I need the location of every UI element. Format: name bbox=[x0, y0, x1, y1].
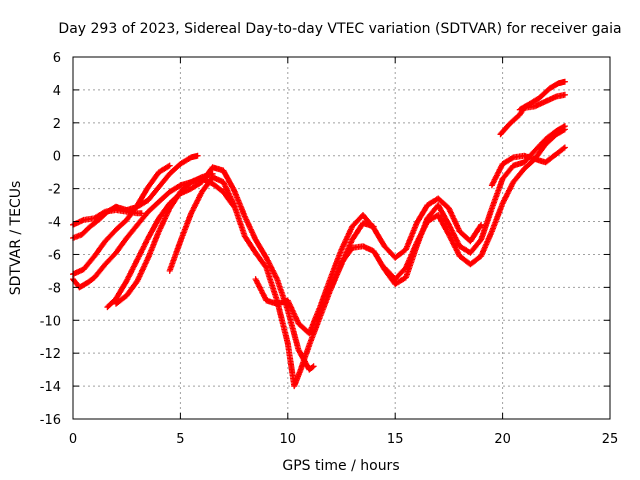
data-points bbox=[70, 78, 568, 390]
series-track-11 bbox=[488, 144, 568, 189]
y-tick-label: -2 bbox=[48, 183, 61, 198]
chart-title: Day 293 of 2023, Sidereal Day-to-day VTE… bbox=[58, 21, 621, 37]
data-point-track bbox=[113, 170, 216, 307]
y-tick-label: -14 bbox=[40, 380, 61, 395]
y-axis-label: SDTVAR / TECUs bbox=[8, 181, 24, 296]
x-tick-label: 20 bbox=[494, 432, 511, 447]
y-tick-label: -4 bbox=[48, 216, 61, 231]
y-tick-label: 4 bbox=[53, 84, 61, 99]
plot-frame bbox=[72, 56, 611, 420]
data-point-track bbox=[166, 174, 377, 390]
y-tick-label: -10 bbox=[40, 314, 61, 329]
y-tick-label: -16 bbox=[40, 413, 61, 428]
data-point-track bbox=[381, 126, 568, 283]
x-tick-label: 0 bbox=[69, 432, 77, 447]
data-point-track bbox=[488, 144, 568, 189]
x-axis-label: GPS time / hours bbox=[282, 458, 399, 474]
series-track-6 bbox=[113, 170, 216, 307]
series-track-7 bbox=[166, 174, 377, 390]
x-tick-label: 10 bbox=[280, 432, 297, 447]
x-tick-label: 15 bbox=[387, 432, 404, 447]
y-tick-label: -8 bbox=[48, 281, 61, 296]
data-point-track bbox=[252, 195, 485, 337]
x-tick-label: 5 bbox=[176, 432, 184, 447]
axis-ticks: 0 5 10 15 20 25 -16 -14 -12 -10 -8 -6 -4 -2 0 2 4 6 bbox=[40, 51, 619, 447]
y-tick-label: 2 bbox=[53, 117, 61, 132]
grid-lines bbox=[73, 57, 610, 419]
y-tick-label: 0 bbox=[53, 150, 61, 165]
series-track-8 bbox=[252, 195, 485, 337]
x-tick-label: 25 bbox=[602, 432, 619, 447]
series-track-13 bbox=[516, 78, 568, 113]
data-point-track bbox=[516, 78, 568, 113]
y-tick-label: -6 bbox=[48, 248, 61, 263]
series-track-10 bbox=[381, 126, 568, 283]
y-tick-label: -12 bbox=[40, 347, 61, 362]
y-tick-label: 6 bbox=[53, 51, 61, 66]
